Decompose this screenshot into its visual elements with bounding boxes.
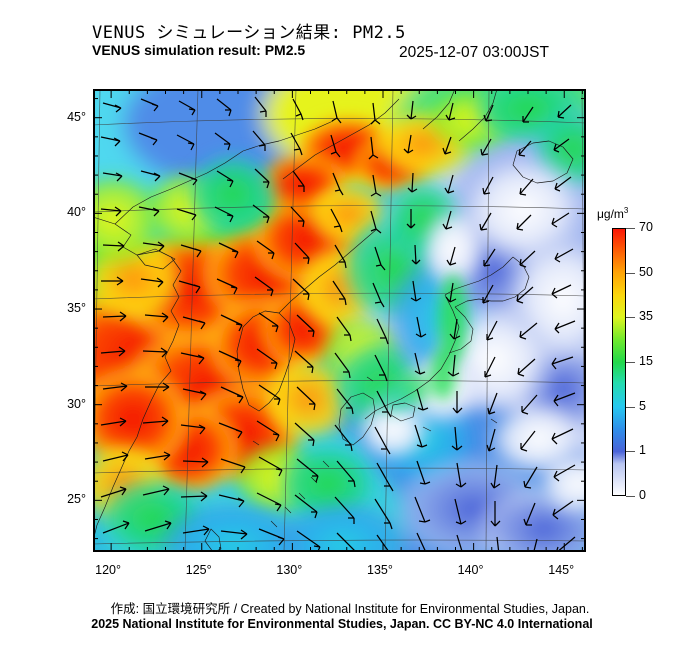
colorbar-tick-mark — [626, 451, 635, 453]
license-line: 2025 National Institute for Environmenta… — [91, 617, 593, 631]
y-tick-label: 40° — [67, 205, 86, 220]
colorbar-tick-label: 0 — [639, 488, 646, 502]
x-tick-label: 145° — [548, 563, 575, 577]
page-title-english: VENUS simulation result: PM2.5 — [92, 42, 306, 58]
pm25-map-plot — [93, 89, 586, 552]
colorbar-tick-label: 35 — [639, 309, 653, 324]
x-tick-label: 135° — [367, 563, 393, 577]
colorbar-unit-text: μg/m — [597, 207, 624, 221]
colorbar-tick-label: 1 — [639, 443, 646, 458]
colorbar-border — [612, 228, 626, 496]
colorbar-tick-label: 50 — [639, 264, 653, 279]
coastlines — [93, 89, 574, 552]
colorbar-unit-exponent: 3 — [623, 206, 629, 215]
x-tick-label: 125° — [185, 563, 212, 577]
plot-border — [93, 89, 586, 552]
graticule — [93, 89, 586, 552]
colorbar-gradient — [612, 228, 626, 496]
colorbar-tick-mark — [626, 406, 635, 408]
pm25-concentration-field — [93, 89, 586, 552]
colorbar-tick-mark — [626, 317, 635, 319]
page-title-japanese: VENUS シミュレーション結果: PM2.5 — [92, 23, 406, 43]
credit-line: 作成: 国立環境研究所 / Created by National Instit… — [110, 602, 590, 616]
y-tick-label: 30° — [67, 396, 86, 411]
colorbar-tick-mark — [626, 496, 635, 497]
colorbar-tick-mark — [626, 228, 635, 229]
colorbar-unit-label: μg/m3 — [597, 206, 628, 221]
y-tick-label: 45° — [67, 109, 86, 124]
colorbar — [612, 228, 626, 496]
timestamp: 2025-12-07 03:00JST — [399, 44, 549, 61]
y-tick-label: 35° — [67, 301, 86, 316]
y-tick-label: 25° — [67, 492, 86, 507]
colorbar-tick-mark — [626, 272, 635, 274]
x-tick-label: 120° — [95, 563, 121, 577]
colorbar-tick-label: 5 — [639, 398, 646, 413]
colorbar-tick-mark — [626, 362, 635, 363]
colorbar-tick-label: 15 — [639, 354, 653, 368]
colorbar-tick-label: 70 — [639, 220, 653, 234]
x-tick-label: 130° — [276, 563, 303, 577]
wind-vectors — [100, 96, 576, 552]
x-tick-label: 140° — [457, 563, 484, 577]
